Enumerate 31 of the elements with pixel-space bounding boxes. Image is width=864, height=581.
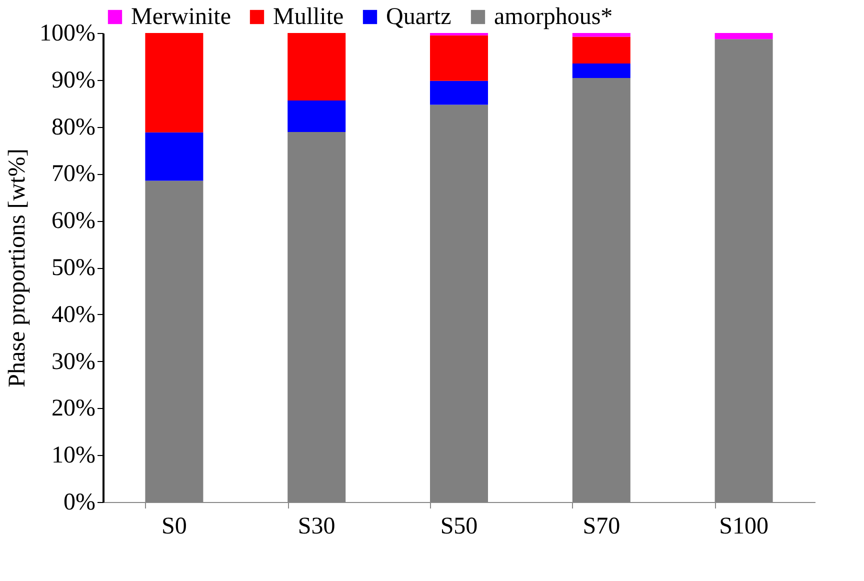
bar [145, 132, 204, 181]
y-tick-label: 10% [52, 442, 96, 469]
x-tick-label: S0 [162, 514, 187, 540]
y-tick-label: 0% [64, 490, 96, 516]
bar [288, 100, 346, 132]
bar [145, 33, 204, 132]
y-tick-label: 30% [52, 348, 96, 375]
bar [572, 63, 630, 78]
legend-label: Mullite [273, 4, 344, 30]
y-tick-label: 80% [52, 114, 96, 140]
y-axis-title: Phase proportions [wt%] [4, 148, 31, 388]
bar [714, 33, 773, 40]
legend-label: amorphous* [494, 4, 613, 30]
legend-label: Merwinite [131, 4, 231, 30]
y-tick-label: 40% [52, 302, 96, 328]
y-tick-label: 100% [40, 20, 96, 46]
legend-label: Quartz [386, 4, 452, 30]
y-tick-label: 50% [52, 255, 96, 281]
x-tick-label: S30 [298, 514, 336, 540]
y-tick-label: 20% [52, 396, 96, 422]
bar [572, 33, 630, 37]
bar [430, 80, 488, 105]
bar [430, 35, 488, 81]
x-tick-label: S50 [440, 514, 478, 540]
y-tick-label: 70% [52, 161, 96, 188]
y-tick-label: 60% [52, 208, 96, 234]
x-tick-label: S100 [719, 514, 768, 540]
x-tick-label: S70 [582, 514, 620, 540]
bar [572, 36, 630, 64]
bar [288, 33, 346, 101]
y-tick-label: 90% [52, 67, 96, 94]
